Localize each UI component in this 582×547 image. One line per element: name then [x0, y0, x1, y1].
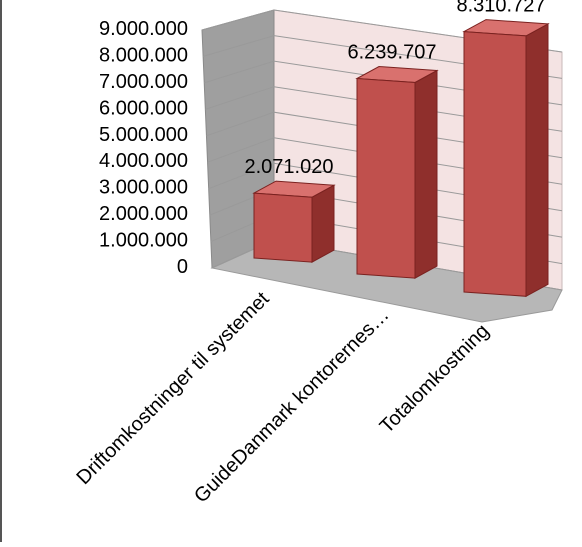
bars [252, 19, 550, 298]
data-label: 2.071.020 [245, 156, 334, 178]
y-axis-tick-labels: 0 1.000.000 2.000.000 3.000.000 4.000.000 5.0… [99, 18, 188, 278]
y-tick-label: 6.000.000 [99, 97, 188, 119]
y-tick-label: 7.000.000 [99, 71, 188, 93]
y-tick-label: 2.000.000 [99, 203, 188, 225]
data-labels: 2.071.020 6.239.707 8.310.727 [245, 0, 546, 178]
bar-front [356, 77, 416, 279]
bar-side [525, 23, 549, 298]
y-tick-label: 0 [177, 256, 188, 278]
data-label: 6.239.707 [348, 41, 437, 63]
bar [462, 19, 550, 298]
y-tick-label: 1.000.000 [99, 230, 188, 252]
y-tick-label: 5.000.000 [99, 124, 188, 146]
x-axis-tick-labels: Driftomkostninger til systemetGuideDanma… [73, 288, 494, 508]
bar-front [463, 31, 527, 297]
y-tick-label: 9.000.000 [99, 18, 188, 40]
x-tick-label: Totalomkostning [376, 320, 494, 438]
bar-side [414, 69, 438, 279]
data-label: 8.310.727 [457, 0, 546, 17]
y-tick-label: 4.000.000 [99, 150, 188, 172]
bar-side [311, 184, 335, 263]
y-tick-label: 3.000.000 [99, 177, 188, 199]
y-tick-label: 8.000.000 [99, 44, 188, 66]
bar [252, 180, 336, 263]
bar-front [253, 192, 313, 263]
bar [355, 65, 439, 279]
